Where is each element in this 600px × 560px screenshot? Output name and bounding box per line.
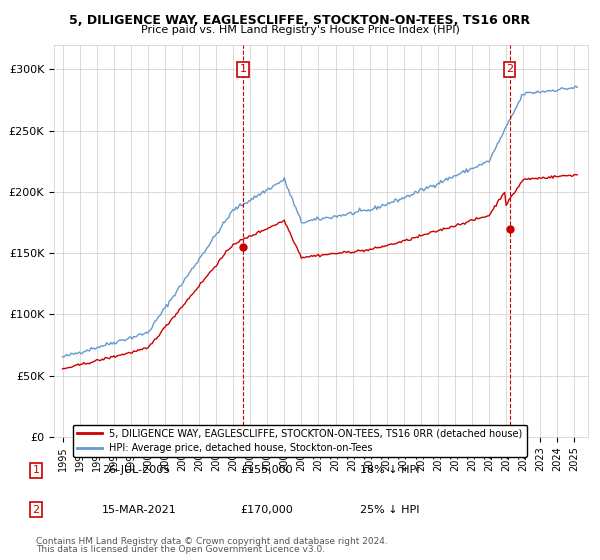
Text: This data is licensed under the Open Government Licence v3.0.: This data is licensed under the Open Gov…	[36, 545, 325, 554]
Text: 18% ↓ HPI: 18% ↓ HPI	[360, 465, 419, 475]
Text: 26-JUL-2005: 26-JUL-2005	[102, 465, 170, 475]
Text: Contains HM Land Registry data © Crown copyright and database right 2024.: Contains HM Land Registry data © Crown c…	[36, 537, 388, 546]
Text: 15-MAR-2021: 15-MAR-2021	[102, 505, 177, 515]
Text: 5, DILIGENCE WAY, EAGLESCLIFFE, STOCKTON-ON-TEES, TS16 0RR: 5, DILIGENCE WAY, EAGLESCLIFFE, STOCKTON…	[70, 14, 530, 27]
Text: Price paid vs. HM Land Registry's House Price Index (HPI): Price paid vs. HM Land Registry's House …	[140, 25, 460, 35]
Text: £155,000: £155,000	[240, 465, 293, 475]
Legend: 5, DILIGENCE WAY, EAGLESCLIFFE, STOCKTON-ON-TEES, TS16 0RR (detached house), HPI: 5, DILIGENCE WAY, EAGLESCLIFFE, STOCKTON…	[73, 424, 527, 457]
Text: 1: 1	[32, 465, 40, 475]
Text: 2: 2	[506, 64, 513, 74]
Text: 1: 1	[239, 64, 247, 74]
Text: 2: 2	[32, 505, 40, 515]
Text: £170,000: £170,000	[240, 505, 293, 515]
Text: 25% ↓ HPI: 25% ↓ HPI	[360, 505, 419, 515]
